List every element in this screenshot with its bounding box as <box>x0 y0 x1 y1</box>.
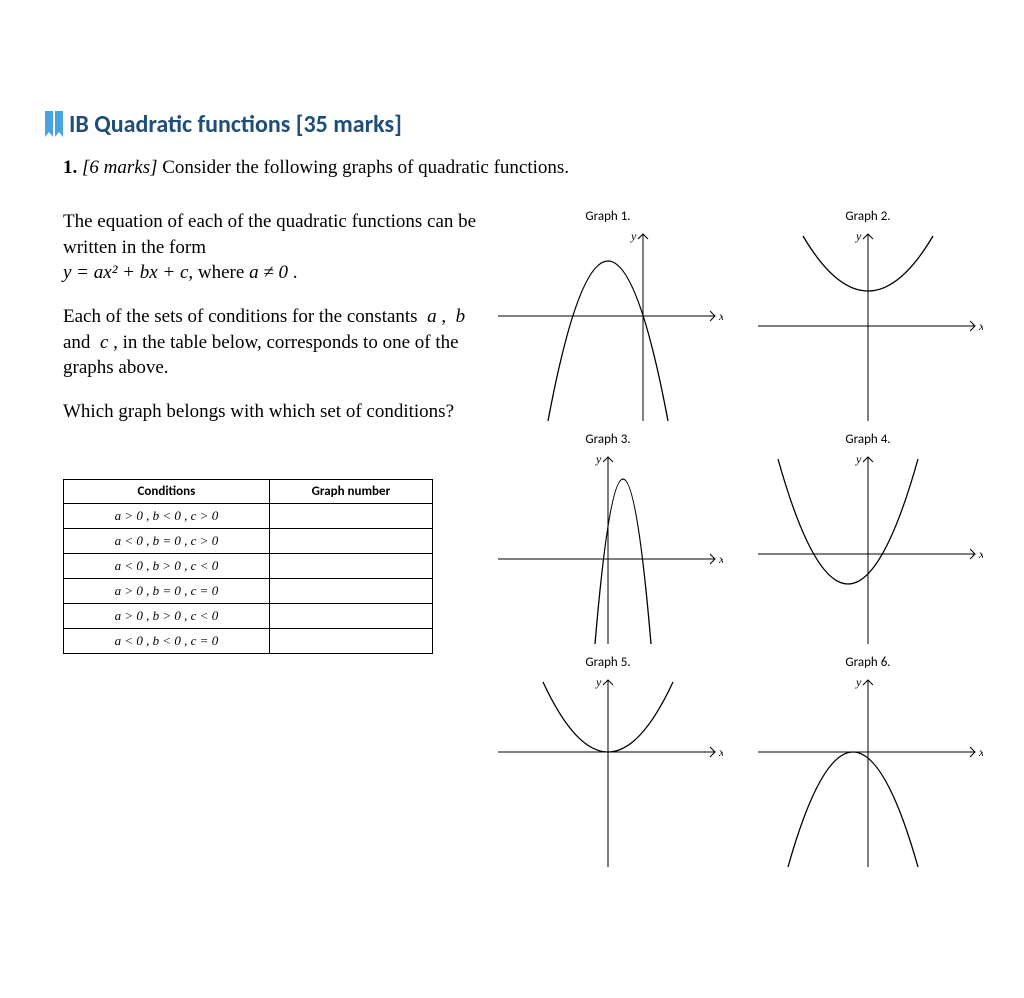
svg-text:x: x <box>718 552 723 566</box>
graph-box: Graph 6. x y <box>753 655 983 872</box>
graph-number-cell <box>269 579 432 604</box>
svg-text:y: y <box>855 229 862 243</box>
equation-form: y = ax² + bx + c <box>63 262 188 283</box>
svg-text:y: y <box>595 675 602 689</box>
graph-box: Graph 5. x y <box>493 655 723 872</box>
svg-text:y: y <box>630 229 637 243</box>
condition-cell: a < 0 , b < 0 , c = 0 <box>64 629 270 654</box>
condition-cell: a > 0 , b < 0 , c > 0 <box>64 504 270 529</box>
graph-number-cell <box>269 554 432 579</box>
condition-cell: a < 0 , b = 0 , c > 0 <box>64 529 270 554</box>
table-row: a < 0 , b > 0 , c < 0 <box>64 554 433 579</box>
table-row: a > 0 , b > 0 , c < 0 <box>64 604 433 629</box>
table-row: a < 0 , b < 0 , c = 0 <box>64 629 433 654</box>
svg-text:x: x <box>978 745 983 759</box>
table-row: a < 0 , b = 0 , c > 0 <box>64 529 433 554</box>
graph-label: Graph 6. <box>753 655 983 670</box>
left-column: The equation of each of the quadratic fu… <box>63 209 483 872</box>
paragraph-2: Each of the sets of conditions for the c… <box>63 304 483 381</box>
graph-svg: x y <box>753 226 983 426</box>
graph-label: Graph 4. <box>753 432 983 447</box>
svg-text:y: y <box>855 452 862 466</box>
svg-text:x: x <box>718 745 723 759</box>
table-row: a > 0 , b = 0 , c = 0 <box>64 579 433 604</box>
graph-number-cell <box>269 629 432 654</box>
graph-box: Graph 1. x y <box>493 209 723 426</box>
graph-number-cell <box>269 604 432 629</box>
content-row: The equation of each of the quadratic fu… <box>63 209 979 872</box>
condition-cell: a > 0 , b > 0 , c < 0 <box>64 604 270 629</box>
table-row: a > 0 , b < 0 , c > 0 <box>64 504 433 529</box>
heading-text: IB Quadratic functions [35 marks] <box>69 110 402 139</box>
intro-text: Consider the following graphs of quadrat… <box>162 157 569 178</box>
svg-text:x: x <box>978 547 983 561</box>
right-column: Graph 1. x y Graph 2. x y <box>493 209 983 872</box>
svg-text:y: y <box>595 452 602 466</box>
graph-svg: x y <box>493 226 723 426</box>
condition-cell: a < 0 , b > 0 , c < 0 <box>64 554 270 579</box>
condition-cell: a > 0 , b = 0 , c = 0 <box>64 579 270 604</box>
svg-text:x: x <box>978 319 983 333</box>
graph-label: Graph 5. <box>493 655 723 670</box>
graphs-grid: Graph 1. x y Graph 2. x y <box>493 209 983 872</box>
graph-svg: x y <box>493 672 723 872</box>
svg-text:y: y <box>855 675 862 689</box>
th-graph-number: Graph number <box>269 480 432 504</box>
question-number: 1. <box>63 157 77 178</box>
question-intro: 1. [6 marks] Consider the following grap… <box>63 157 979 179</box>
conditions-table: Conditions Graph number a > 0 , b < 0 , … <box>63 479 433 654</box>
graph-label: Graph 2. <box>753 209 983 224</box>
page: IB Quadratic functions [35 marks] 1. [6 … <box>0 0 1024 912</box>
graph-box: Graph 4. x y <box>753 432 983 649</box>
paragraph-1: The equation of each of the quadratic fu… <box>63 209 483 286</box>
section-heading: IB Quadratic functions [35 marks] <box>45 110 979 139</box>
graph-svg: x y <box>753 449 983 649</box>
graph-label: Graph 1. <box>493 209 723 224</box>
graph-number-cell <box>269 529 432 554</box>
graph-label: Graph 3. <box>493 432 723 447</box>
graph-number-cell <box>269 504 432 529</box>
graph-box: Graph 2. x y <box>753 209 983 426</box>
question-marks: [6 marks] <box>82 157 157 178</box>
paragraph-3: Which graph belongs with which set of co… <box>63 399 483 425</box>
graph-box: Graph 3. x y <box>493 432 723 649</box>
graph-svg: x y <box>753 672 983 872</box>
bookmark-icon <box>45 111 65 139</box>
th-conditions: Conditions <box>64 480 270 504</box>
graph-svg: x y <box>493 449 723 649</box>
svg-text:x: x <box>718 309 723 323</box>
